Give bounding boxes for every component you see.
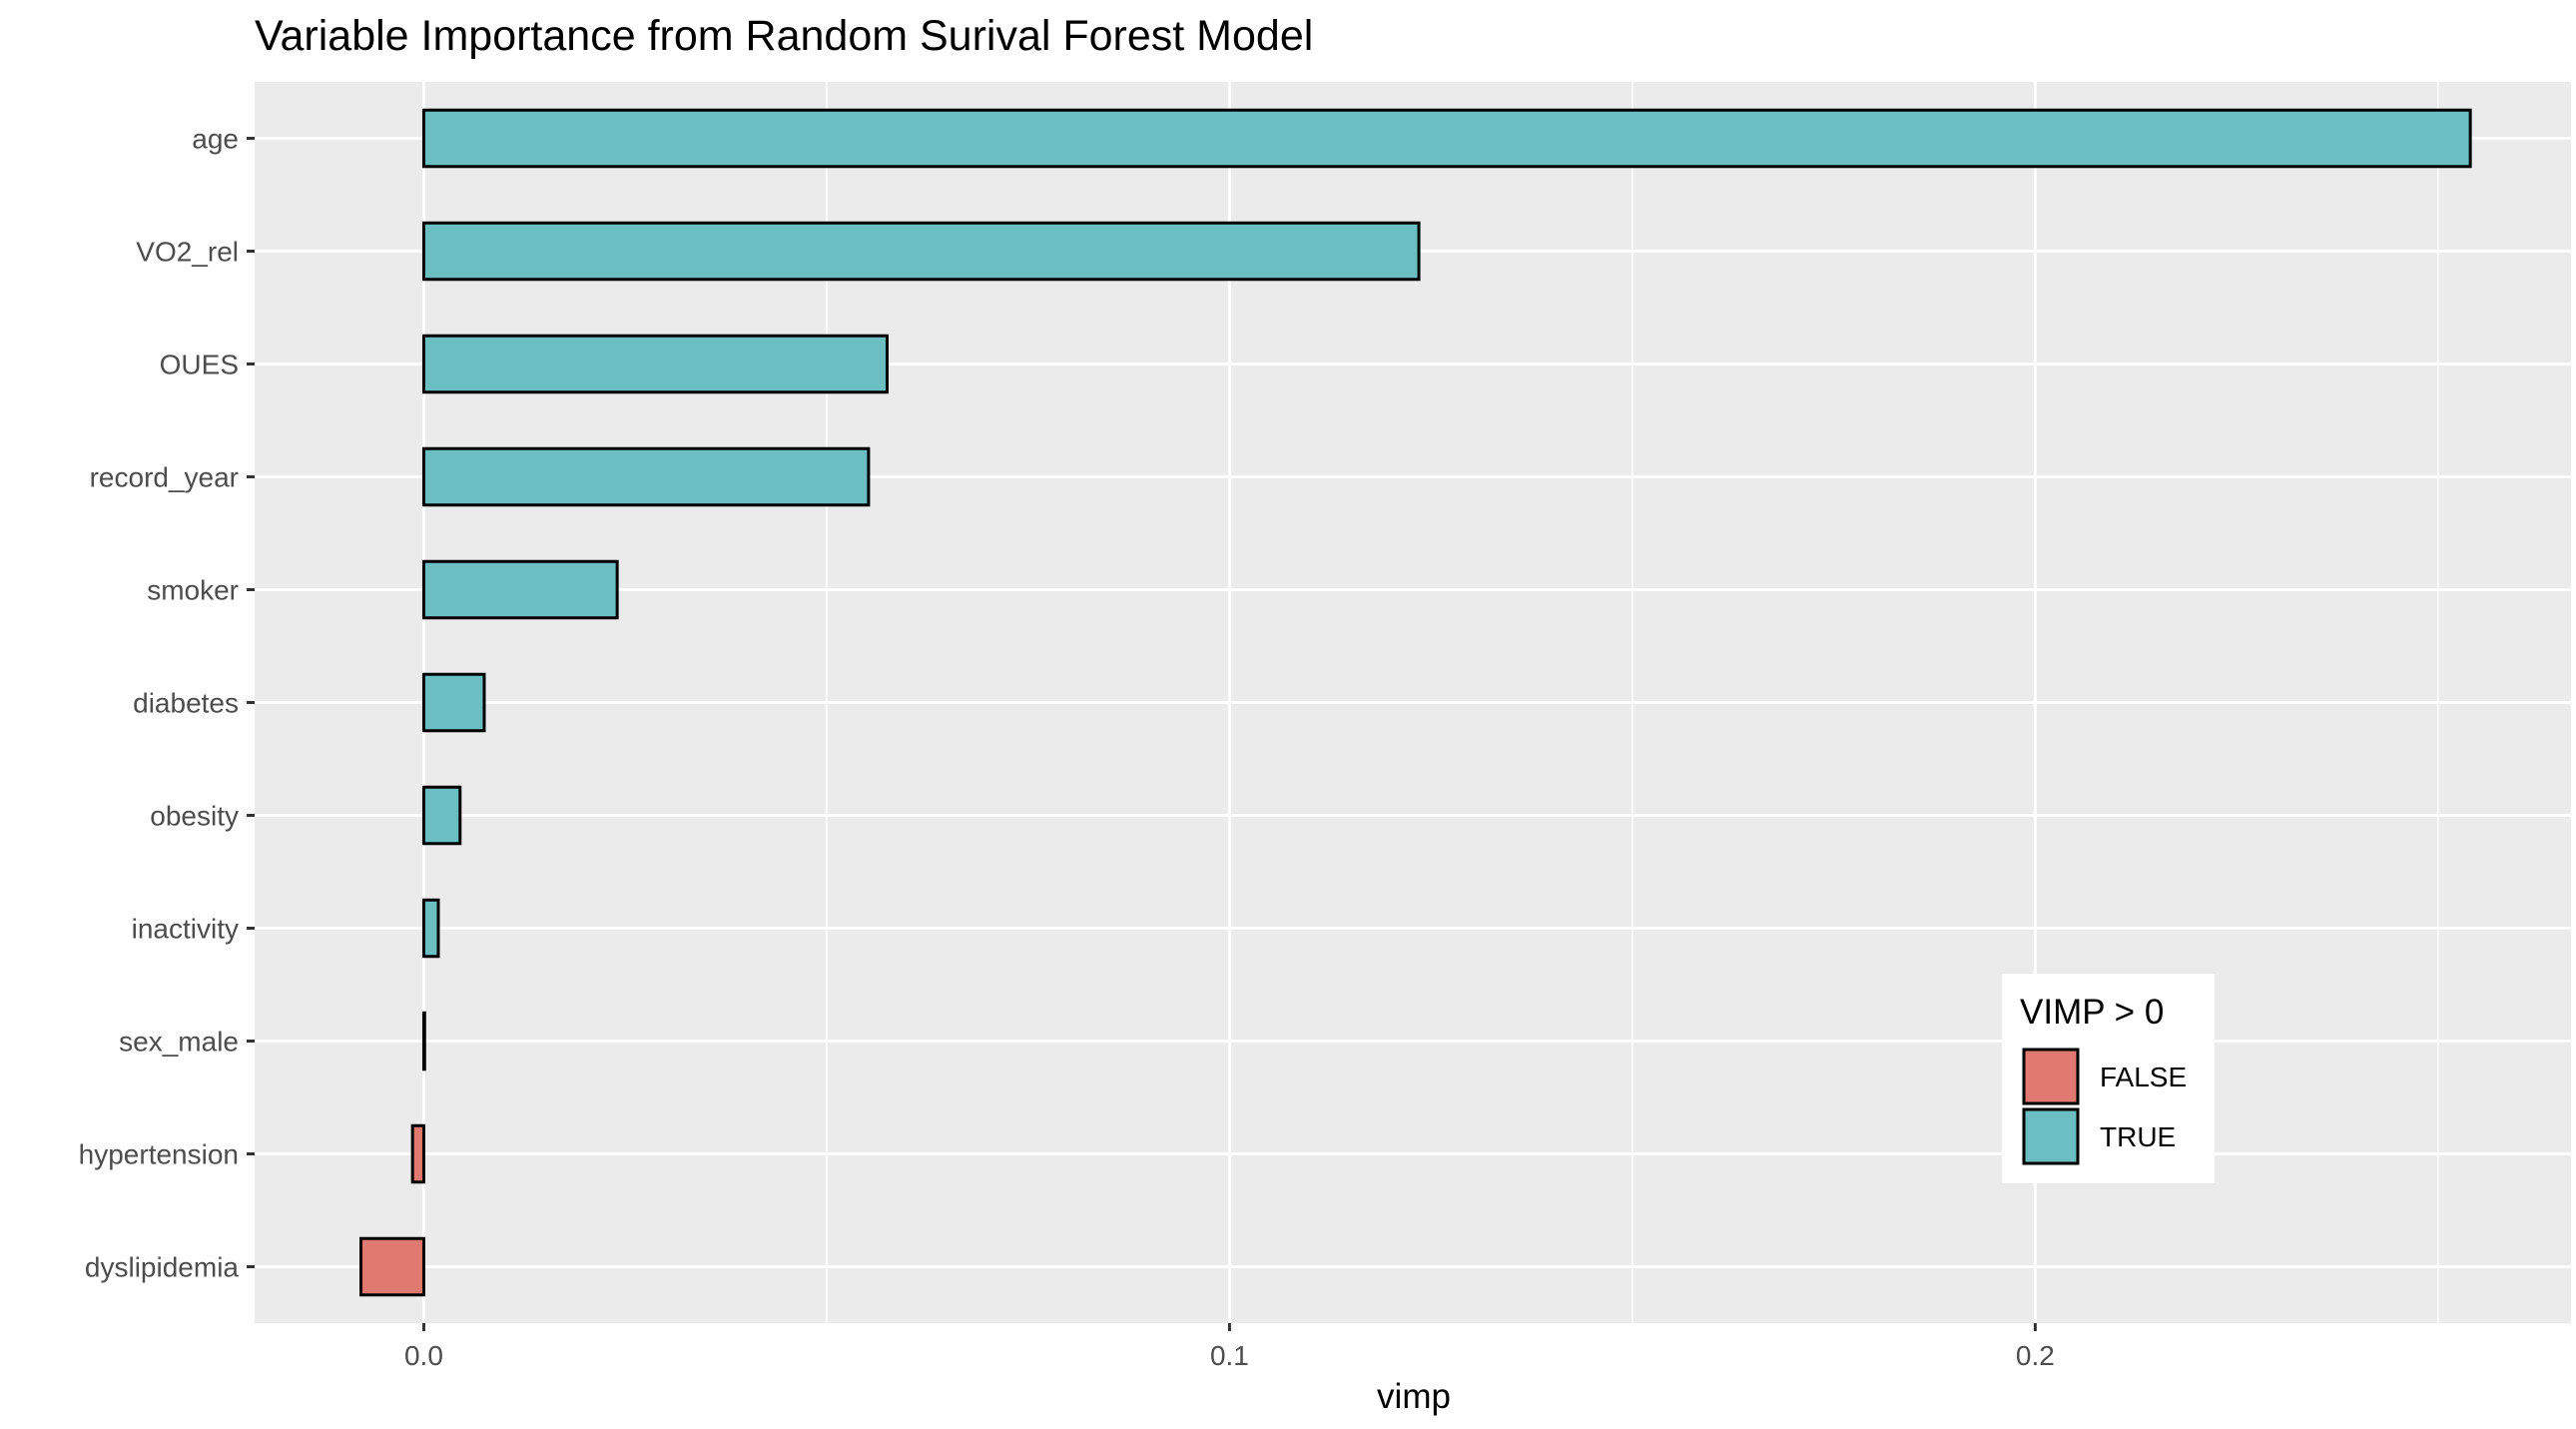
bar-VO2_rel [421, 221, 1421, 282]
y-tick-label: dyslipidemia [85, 1252, 239, 1283]
y-tick-label: inactivity [132, 914, 239, 945]
bar-inactivity [421, 898, 440, 959]
legend-key-true [2022, 1107, 2080, 1165]
y-tick-label: age [192, 124, 239, 155]
legend-label-true: TRUE [2100, 1121, 2176, 1152]
y-tick-label: OUES [160, 350, 239, 380]
legend-key-false [2022, 1048, 2080, 1105]
x-tick-label: 0.2 [2016, 1340, 2055, 1371]
bar-hypertension [410, 1123, 425, 1184]
bar-age [421, 108, 2472, 169]
chart-title: Variable Importance from Random Surival … [255, 12, 1313, 60]
y-tick-label: smoker [147, 575, 239, 606]
y-tick-label: sex_male [119, 1027, 239, 1058]
bar-obesity [421, 785, 462, 846]
x-axis-title: vimp [1377, 1377, 1451, 1416]
bar-dyslipidemia [359, 1236, 425, 1297]
y-tick-label: record_year [90, 462, 239, 493]
bar-record_year [421, 446, 871, 507]
bars [359, 108, 2472, 1297]
bar-OUES [421, 334, 889, 394]
y-tick-label: obesity [150, 801, 239, 832]
x-axis: 0.0 0.1 0.2 [404, 1323, 2055, 1371]
y-tick-label: hypertension [79, 1139, 239, 1170]
x-tick-label: 0.0 [404, 1340, 443, 1371]
y-tick-label: VO2_rel [136, 237, 239, 268]
bar-diabetes [421, 672, 486, 733]
bar-sex_male [421, 1011, 426, 1072]
legend: VIMP > 0 FALSE TRUE [2002, 974, 2215, 1183]
legend-label-false: FALSE [2100, 1062, 2187, 1092]
x-tick-label: 0.1 [1210, 1340, 1249, 1371]
y-tick-label: diabetes [133, 688, 239, 719]
legend-title: VIMP > 0 [2020, 993, 2164, 1032]
bar-smoker [421, 559, 619, 620]
